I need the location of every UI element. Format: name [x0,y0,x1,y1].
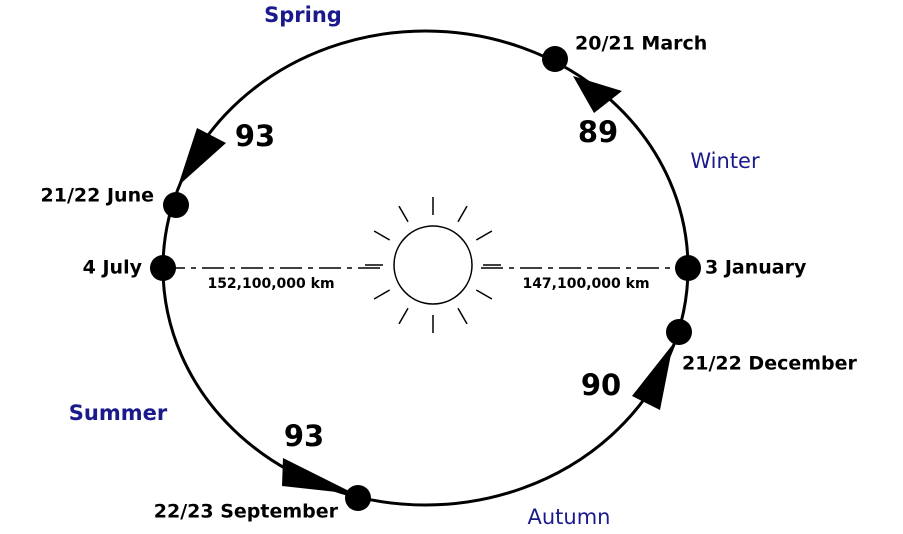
season-label: Autumn [528,505,611,529]
date-label: 21/22 June [41,185,154,207]
season-label: Spring [264,3,342,27]
sun-ray [374,231,390,240]
day-count: 93 [235,119,275,153]
sun-ray [458,206,467,222]
distance-label: 147,100,000 km [522,276,649,292]
orbit-diagram: Spring Winter Summer Autumn 20/21 March … [0,0,903,534]
sun-ray [476,231,492,240]
sun-ray [399,308,408,324]
season-label: Summer [69,401,168,425]
date-label: 20/21 March [575,33,707,55]
sun-ray [374,290,390,299]
day-count: 93 [284,419,324,453]
date-label: 4 July [83,257,143,279]
distance-label: 152,100,000 km [207,276,334,292]
date-label: 22/23 September [154,501,339,523]
sun-ray [476,290,492,299]
day-count: 90 [581,368,621,402]
date-label: 21/22 December [682,353,858,375]
sun [394,226,472,304]
sun-ray [399,206,408,222]
sun-ray [458,308,467,324]
season-label: Winter [690,149,760,173]
date-label: 3 January [705,257,807,279]
day-count: 89 [578,115,618,149]
